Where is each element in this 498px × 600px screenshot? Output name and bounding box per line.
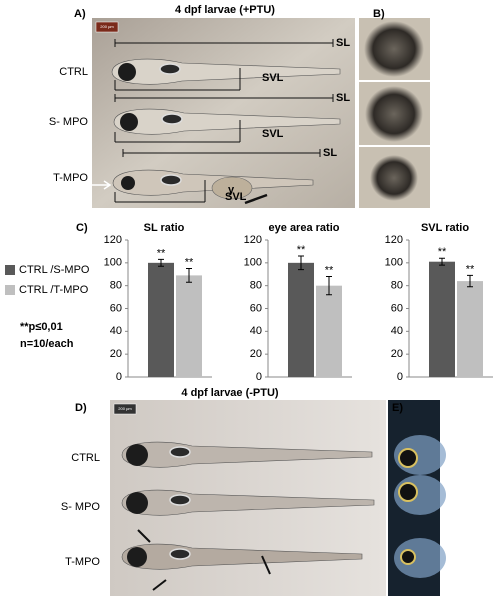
panel-title: 4 dpf larvae (+PTU) bbox=[175, 4, 275, 16]
yolk bbox=[211, 176, 253, 200]
legend-label: CTRL /T-MPO bbox=[19, 284, 89, 296]
y-tick-label: 20 bbox=[250, 348, 262, 360]
row-label: CTRL bbox=[59, 66, 88, 78]
error-bar bbox=[439, 257, 445, 266]
row-label: T-MPO bbox=[53, 172, 88, 184]
bar bbox=[288, 262, 314, 377]
panel-label: D) bbox=[75, 402, 87, 414]
y-tick-label: 0 bbox=[116, 371, 122, 383]
y-tick-label: 40 bbox=[250, 325, 262, 337]
error-bar bbox=[326, 276, 332, 296]
sl-label: SL bbox=[336, 37, 350, 49]
swim-bladder bbox=[169, 548, 191, 560]
bar bbox=[176, 275, 202, 377]
chart-title: eye area ratio bbox=[269, 222, 340, 234]
arrow bbox=[92, 180, 112, 190]
significance: ** bbox=[466, 263, 475, 275]
sl-label: SL bbox=[323, 147, 337, 159]
row-label: CTRL bbox=[71, 452, 100, 464]
scale-bar bbox=[113, 403, 137, 415]
y-tick-label: 20 bbox=[110, 348, 122, 360]
y-tick-label: 40 bbox=[110, 325, 122, 337]
svl-label: SVL bbox=[262, 128, 284, 140]
larva-eye bbox=[120, 113, 138, 131]
panel-label: E) bbox=[392, 402, 403, 414]
swim-bladder bbox=[161, 113, 183, 125]
scale-bar-label: 200 µm bbox=[100, 24, 114, 29]
swim-bladder bbox=[160, 174, 182, 186]
bar bbox=[457, 281, 483, 377]
error-bar bbox=[298, 255, 304, 271]
significance: ** bbox=[438, 246, 447, 258]
bar bbox=[429, 261, 455, 377]
y-tick-label: 60 bbox=[391, 302, 403, 314]
panel-label: C) bbox=[76, 222, 88, 234]
larva-eye bbox=[126, 492, 148, 514]
y-tick-label: 120 bbox=[385, 234, 403, 246]
scale-bar-label: 200 µm bbox=[118, 406, 132, 411]
row-label: S- MPO bbox=[49, 116, 89, 128]
y-tick-label: 80 bbox=[391, 280, 403, 292]
legend-swatch bbox=[5, 265, 15, 275]
y-tick-label: 120 bbox=[104, 234, 122, 246]
stats-note: **p≤0,01 bbox=[20, 321, 63, 333]
y-tick-label: 80 bbox=[110, 280, 122, 292]
significance: ** bbox=[297, 244, 306, 256]
panel-title: 4 dpf larvae (-PTU) bbox=[181, 387, 279, 399]
y-tick-label: 100 bbox=[244, 257, 262, 269]
panel-label: B) bbox=[373, 8, 385, 20]
larva-eye bbox=[118, 63, 136, 81]
swim-bladder bbox=[169, 494, 191, 506]
y-tick-label: 40 bbox=[391, 325, 403, 337]
sl-label: SL bbox=[336, 92, 350, 104]
y-tick-label: 20 bbox=[391, 348, 403, 360]
significance: ** bbox=[185, 256, 194, 268]
swim-bladder bbox=[169, 446, 191, 458]
y-tick-label: 100 bbox=[385, 257, 403, 269]
bar bbox=[316, 285, 342, 377]
y-tick-label: 80 bbox=[250, 280, 262, 292]
error-bar bbox=[186, 268, 192, 283]
row-label: S- MPO bbox=[61, 501, 101, 513]
y-tick-label: 60 bbox=[110, 302, 122, 314]
y-tick-label: 60 bbox=[250, 302, 262, 314]
row-label: T-MPO bbox=[65, 556, 100, 568]
scale-bar bbox=[95, 21, 119, 33]
yolk-label: y bbox=[228, 184, 235, 196]
measure-line bbox=[152, 579, 167, 591]
photo-e bbox=[388, 400, 446, 596]
y-tick-label: 0 bbox=[397, 371, 403, 383]
significance: ** bbox=[325, 264, 334, 276]
stats-note: n=10/each bbox=[20, 338, 74, 350]
legend-swatch bbox=[5, 285, 15, 295]
bar bbox=[148, 262, 174, 377]
larva-eye bbox=[126, 444, 148, 466]
chart-title: SVL ratio bbox=[421, 222, 469, 234]
chart-title: SL ratio bbox=[144, 222, 185, 234]
panel-label: A) bbox=[74, 8, 86, 20]
measure-line bbox=[137, 529, 151, 543]
legend-label: CTRL /S-MPO bbox=[19, 264, 90, 276]
y-tick-label: 100 bbox=[104, 257, 122, 269]
swim-bladder bbox=[159, 63, 181, 75]
measure-line bbox=[261, 555, 271, 575]
error-bar bbox=[467, 274, 473, 288]
y-tick-label: 0 bbox=[256, 371, 262, 383]
error-bar bbox=[158, 258, 164, 267]
svl-label: SVL bbox=[225, 191, 247, 203]
significance: ** bbox=[157, 247, 166, 259]
photo-b bbox=[359, 18, 430, 208]
larva-eye bbox=[127, 547, 147, 567]
svl-label: SVL bbox=[262, 72, 284, 84]
y-tick-label: 120 bbox=[244, 234, 262, 246]
measure-line bbox=[244, 193, 268, 205]
larva-eye bbox=[121, 176, 135, 190]
